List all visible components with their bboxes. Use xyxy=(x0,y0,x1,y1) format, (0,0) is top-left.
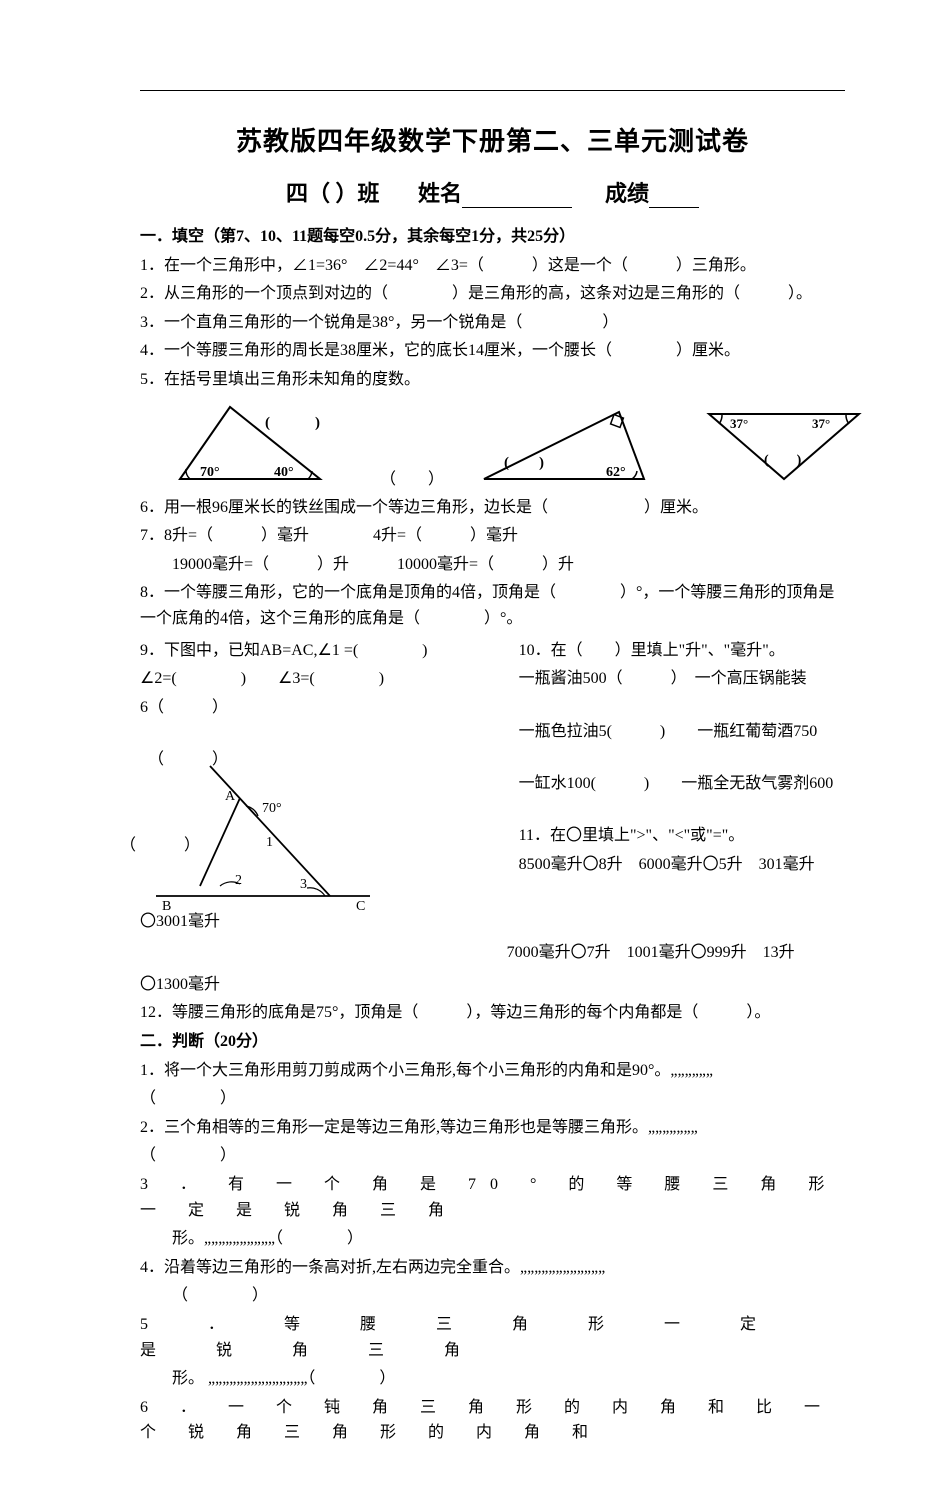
s1-q11c: 〇3001毫升 xyxy=(140,909,845,935)
s1-q9r: 10．在（ ）里填上"升"、"毫升"。 xyxy=(519,638,845,664)
q9-q10-row: 9．下图中，已知AB=AC,∠1 =( ) ∠2=( ) ∠3=( ) 6（ ）… xyxy=(140,635,845,906)
s2-q3b: 形。„„„„„„„„„„（ ） xyxy=(140,1226,845,1252)
s2-q2p: （ ） xyxy=(140,1143,845,1169)
s1-q8: 8．一个等腰三角形，它的一个底角是顶角的4倍，顶角是（ ）°，一个等腰三角形的顶… xyxy=(140,580,845,631)
s2-q4p: （ ） xyxy=(140,1283,845,1309)
svg-text:A: A xyxy=(225,789,236,804)
triangle-3: 37° 37° ( ) xyxy=(694,404,874,489)
s1-q12: 12．等腰三角形的底角是75°，顶角是（ ），等边三角形的每个内角都是（ ）。 xyxy=(140,1000,845,1026)
svg-text:3: 3 xyxy=(300,877,307,892)
s1-q11a: 11．在〇里填上">"、"<"或"="。 xyxy=(519,823,845,849)
svg-text:40°: 40° xyxy=(274,465,294,480)
svg-text:37°: 37° xyxy=(812,416,830,431)
s1-q9l: 9．下图中，已知AB=AC,∠1 =( ) xyxy=(140,638,507,664)
s2-q1: 1．将一个大三角形用剪刀剪成两个小三角形,每个小三角形的内角和是90°。„„„„… xyxy=(140,1058,845,1084)
section-1-heading: 一．填空（第7、10、11题每空0.5分，其余每空1分，共25分） xyxy=(140,224,845,250)
svg-text:B: B xyxy=(162,899,171,914)
s1-q9r4: 一缸水100( ) 一瓶全无敌气雾剂600 xyxy=(519,771,845,797)
class-prefix: 四（ xyxy=(286,181,330,206)
s1-q11b: 8500毫升〇8升 6000毫升〇5升 301毫升 xyxy=(519,852,845,878)
svg-text:( ): ( ) xyxy=(265,415,320,431)
page-title: 苏教版四年级数学下册第二、三单元测试卷 xyxy=(140,121,845,158)
svg-text:2: 2 xyxy=(235,873,242,888)
s2-q1p: （ ） xyxy=(140,1086,845,1112)
s1-q3: 3．一个直角三角形的一个锐角是38°，另一个锐角是（ ） xyxy=(140,310,845,336)
name-blank[interactable] xyxy=(462,183,572,208)
s1-q7a: 7．8升=（ ）毫升 4升=（ ）毫升 xyxy=(140,523,845,549)
s2-q4: 4．沿着等边三角形的一条高对折,左右两边完全重合。„„„„„„„„„„„„ xyxy=(140,1255,845,1281)
score-label: 成绩 xyxy=(605,181,649,206)
s1-q4: 4．一个等腰三角形的周长是38厘米，它的底长14厘米，一个腰长（ ）厘米。 xyxy=(140,338,845,364)
svg-text:C: C xyxy=(356,899,365,914)
score-blank[interactable] xyxy=(649,183,699,208)
q10-col: 10．在（ ）里填上"升"、"毫升"。 一瓶酱油500（ ） 一个高压锅能装 一… xyxy=(519,635,845,906)
triangle-1: 70° 40° ( ) xyxy=(170,399,350,489)
s1-q7b: 19000毫升=（ ）升 10000毫升=（ ）升 xyxy=(140,552,845,578)
s2-q3a: 3 ． 有 一 个 角 是 70 ° 的 等 腰 三 角 形 一 定 是 锐 角… xyxy=(140,1172,845,1223)
s1-q11d: 7000毫升〇7升 1001毫升〇999升 13升 xyxy=(507,940,845,966)
name-label: 姓名 xyxy=(418,181,462,206)
svg-text:70°: 70° xyxy=(262,801,282,816)
triangle-figures: 70° 40° ( ) （ ） 62° ( ) 37° 37° xyxy=(170,399,845,489)
svg-text:( ): ( ) xyxy=(504,455,544,471)
s1-q9r2b: 6（ ） xyxy=(140,695,507,721)
s1-q9r2: 一瓶酱油500（ ） 一个高压锅能装 xyxy=(519,666,845,692)
svg-text:1: 1 xyxy=(266,835,273,850)
class-suffix: ）班 xyxy=(335,181,379,206)
q9-col: 9．下图中，已知AB=AC,∠1 =( ) ∠2=( ) ∠3=( ) 6（ ）… xyxy=(140,635,507,906)
s1-q11e: 〇1300毫升 xyxy=(140,972,845,998)
s2-q6a: 6 ． 一 个 钝 角 三 角 形 的 内 角 和 比 一 个 锐 角 三 角 … xyxy=(140,1395,845,1446)
s1-q6: 6．用一根96厘米长的铁丝围成一个等边三角形，边长是（ ）厘米。 xyxy=(140,495,845,521)
svg-text:( ): ( ) xyxy=(764,453,802,468)
s2-q5a: 5 ． 等 腰 三 角 形 一 定 是 锐 角 三 角 xyxy=(140,1312,845,1363)
s1-q9r3: 一瓶色拉油5( ) 一瓶红葡萄酒750 xyxy=(519,719,845,745)
page: 苏教版四年级数学下册第二、三单元测试卷 四（ ）班 姓名 成绩 一．填空（第7、… xyxy=(0,0,945,1489)
s1-q2: 2．从三角形的一个顶点到对边的（ ）是三角形的高，这条对边是三角形的（ ）。 xyxy=(140,281,845,307)
s1-q1: 1．在一个三角形中，∠1=36° ∠2=44° ∠3=（ ）这是一个（ ）三角形… xyxy=(140,253,845,279)
q11d-row: 7000毫升〇7升 1001毫升〇999升 13升 xyxy=(140,937,845,969)
svg-text:37°: 37° xyxy=(730,416,748,431)
paren-a: （ ） xyxy=(140,747,507,773)
s2-q2: 2．三个角相等的三角形一定是等边三角形,等边三角形也是等腰三角形。„„„„„„„ xyxy=(140,1115,845,1141)
triangle-2: 62° ( ) xyxy=(474,404,664,489)
s1-q9l2: ∠2=( ) ∠3=( ) xyxy=(140,666,507,692)
paren-1: （ ） xyxy=(380,465,444,489)
sub-header: 四（ ）班 姓名 成绩 xyxy=(140,176,845,208)
s1-q5: 5．在括号里填出三角形未知角的度数。 xyxy=(140,367,845,393)
svg-text:62°: 62° xyxy=(606,465,626,480)
angle-diagram: A 70° 1 2 3 B C （ ） xyxy=(140,776,507,906)
svg-text:70°: 70° xyxy=(200,465,220,480)
section-2-heading: 二．判断（20分） xyxy=(140,1029,845,1055)
s2-q5b: 形。 „„„„„„„„„„„„„„（ ） xyxy=(140,1366,845,1392)
top-rule xyxy=(140,90,845,91)
